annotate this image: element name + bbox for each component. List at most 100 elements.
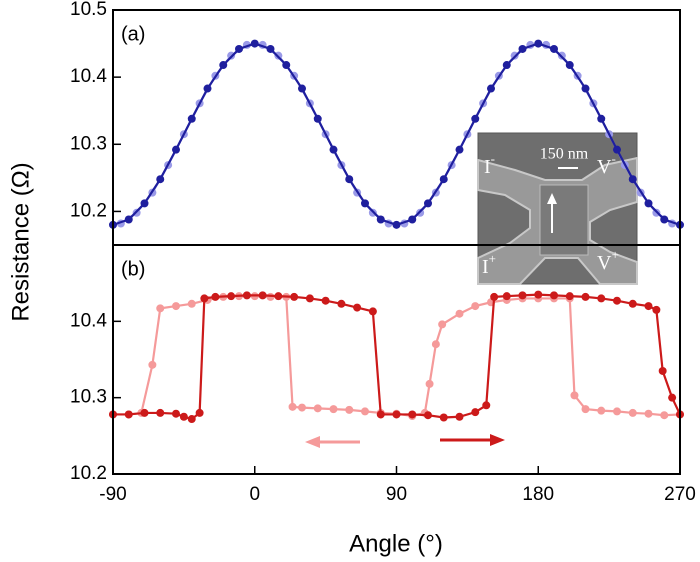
electrode-label: I- xyxy=(484,151,495,178)
data-point xyxy=(424,411,432,420)
data-point xyxy=(172,302,180,311)
data-point xyxy=(288,402,297,411)
y-tick-label: 10.4 xyxy=(70,310,107,331)
data-point xyxy=(471,302,480,311)
data-point xyxy=(408,215,417,224)
data-point xyxy=(361,199,369,208)
y-tick-label: 10.4 xyxy=(70,66,107,87)
data-point xyxy=(361,407,369,416)
data-point xyxy=(550,44,558,53)
data-point xyxy=(408,410,417,419)
y-axis-label: Resistance (Ω) xyxy=(7,162,34,321)
data-point xyxy=(425,379,434,388)
data-point xyxy=(439,175,448,184)
data-point xyxy=(534,290,543,299)
data-point xyxy=(156,408,165,417)
data-point xyxy=(329,145,338,154)
data-point xyxy=(235,44,243,53)
data-point xyxy=(597,294,606,303)
data-point xyxy=(392,410,401,419)
data-point xyxy=(242,291,251,300)
data-point xyxy=(581,292,590,301)
data-point xyxy=(597,114,606,123)
electrode-label: I+ xyxy=(482,251,496,278)
data-point xyxy=(313,404,322,413)
x-tick-label: 90 xyxy=(386,484,407,505)
data-point xyxy=(482,401,491,410)
label-sup: - xyxy=(611,151,615,166)
data-point xyxy=(345,405,354,414)
data-point xyxy=(172,145,180,154)
data-point xyxy=(187,299,196,308)
data-point xyxy=(652,305,661,314)
x-axis-label: Angle (°) xyxy=(349,530,443,557)
data-point xyxy=(431,340,440,349)
data-point xyxy=(321,296,330,305)
data-point xyxy=(471,408,480,417)
data-point xyxy=(518,291,527,300)
data-point xyxy=(345,175,354,184)
electrode-label: V- xyxy=(597,151,616,178)
data-point xyxy=(644,302,653,311)
data-point xyxy=(658,366,667,375)
data-point xyxy=(660,215,669,224)
data-point xyxy=(148,360,157,369)
data-point xyxy=(274,292,283,301)
data-point xyxy=(613,407,621,416)
inset-image: 150 nmI- V-I+ V+ xyxy=(477,132,638,285)
data-point xyxy=(376,410,385,419)
y-tick-label: 10.2 xyxy=(70,200,107,221)
data-point xyxy=(124,215,133,224)
data-point xyxy=(455,309,464,318)
data-point xyxy=(376,215,385,224)
data-point xyxy=(628,175,637,184)
data-point xyxy=(172,409,180,418)
data-point xyxy=(613,145,621,154)
data-point xyxy=(353,303,362,312)
data-point xyxy=(644,199,653,208)
y-tick-label: 10.3 xyxy=(70,387,107,408)
data-point xyxy=(179,412,188,421)
data-point xyxy=(211,292,220,301)
data-point xyxy=(219,61,228,70)
x-tick-label: 180 xyxy=(522,484,554,505)
x-tick-label: 0 xyxy=(249,484,260,505)
data-point xyxy=(368,307,377,316)
data-point xyxy=(565,61,574,70)
data-point xyxy=(195,408,204,417)
data-point xyxy=(597,406,606,415)
data-point xyxy=(660,411,669,420)
data-point xyxy=(668,393,677,402)
data-point xyxy=(203,84,212,93)
label-sup: + xyxy=(489,251,496,266)
arrow-head xyxy=(305,436,320,448)
y-tick-label: 10.5 xyxy=(70,0,107,20)
data-point xyxy=(298,403,306,412)
data-point xyxy=(613,296,621,305)
data-point xyxy=(565,292,574,301)
data-point xyxy=(455,412,464,421)
data-point xyxy=(628,299,637,308)
series-line xyxy=(113,295,681,418)
label-base: I xyxy=(482,256,489,278)
data-point xyxy=(227,292,236,301)
data-point xyxy=(487,84,495,93)
series-line xyxy=(113,293,681,421)
data-point xyxy=(329,405,338,414)
label-base: I xyxy=(484,156,491,178)
data-point xyxy=(124,410,133,419)
data-point xyxy=(337,299,346,308)
y-tick-label: 10.3 xyxy=(70,133,107,154)
electrode-label: V+ xyxy=(597,247,619,274)
data-point xyxy=(438,320,447,329)
data-point xyxy=(581,84,590,93)
data-point xyxy=(424,199,432,208)
device-channel xyxy=(539,184,589,256)
direction-arrows xyxy=(305,434,505,448)
data-point xyxy=(156,304,165,313)
data-point xyxy=(200,294,209,303)
data-point xyxy=(266,44,275,53)
data-point xyxy=(502,61,511,70)
data-point xyxy=(305,294,314,303)
